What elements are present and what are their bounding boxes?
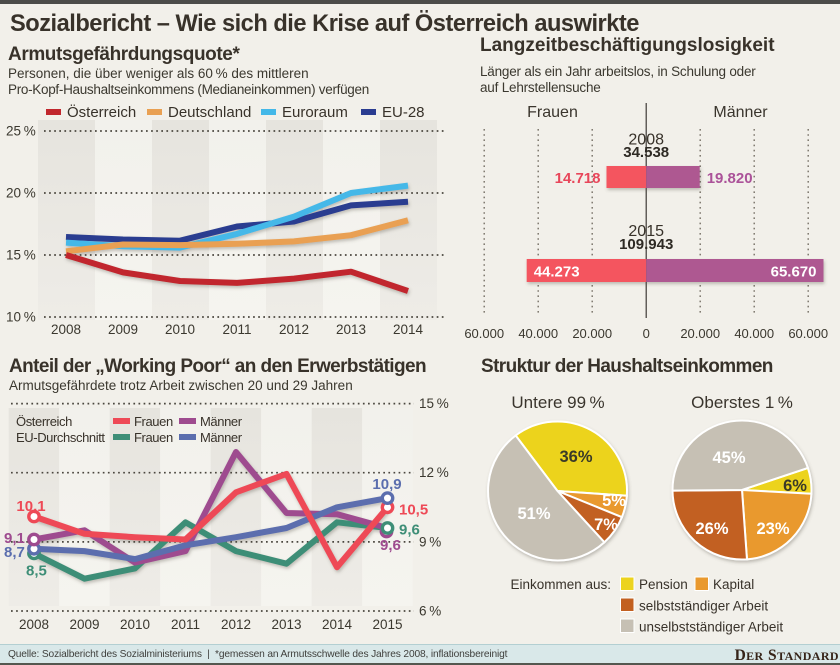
svg-text:2012: 2012 — [221, 617, 251, 632]
svg-text:51%: 51% — [517, 505, 550, 523]
svg-text:40.000: 40.000 — [518, 326, 558, 341]
svg-text:20 %: 20 % — [6, 186, 36, 201]
svg-text:10,5: 10,5 — [399, 502, 428, 519]
svg-text:60.000: 60.000 — [464, 326, 504, 341]
svg-text:14.718: 14.718 — [555, 170, 601, 187]
svg-text:2014: 2014 — [322, 617, 353, 632]
svg-text:9,1: 9,1 — [4, 530, 25, 547]
svg-text:2010: 2010 — [120, 617, 150, 632]
svg-text:9,6: 9,6 — [380, 537, 401, 554]
svg-text:12 %: 12 % — [419, 465, 449, 480]
svg-text:2010: 2010 — [165, 322, 195, 337]
svg-text:2013: 2013 — [336, 322, 366, 337]
svg-text:40.000: 40.000 — [734, 326, 774, 341]
svg-text:2015: 2015 — [628, 223, 664, 240]
svg-text:2008: 2008 — [19, 617, 49, 632]
svg-text:2009: 2009 — [108, 322, 138, 337]
svg-text:19.820: 19.820 — [707, 170, 753, 187]
svg-text:9 %: 9 % — [419, 534, 441, 549]
svg-text:10,9: 10,9 — [372, 476, 401, 493]
svg-text:9,6: 9,6 — [399, 522, 420, 539]
svg-text:10,1: 10,1 — [16, 498, 45, 515]
svg-text:6%: 6% — [783, 477, 807, 495]
svg-text:Pension: Pension — [639, 577, 688, 592]
svg-text:2008: 2008 — [51, 322, 81, 337]
svg-text:109.943: 109.943 — [619, 236, 673, 253]
svg-text:44.273: 44.273 — [534, 264, 580, 281]
svg-text:0: 0 — [643, 326, 650, 341]
svg-text:2013: 2013 — [271, 617, 301, 632]
svg-text:25 %: 25 % — [6, 124, 36, 139]
svg-text:selbstständiger Arbeit: selbstständiger Arbeit — [639, 599, 768, 614]
svg-text:20.000: 20.000 — [680, 326, 720, 341]
svg-text:60.000: 60.000 — [788, 326, 828, 341]
svg-text:15 %: 15 % — [419, 396, 449, 411]
svg-text:2011: 2011 — [222, 322, 251, 337]
svg-text:8,7: 8,7 — [4, 544, 25, 561]
svg-text:2008: 2008 — [628, 132, 664, 149]
svg-text:45%: 45% — [712, 449, 745, 467]
svg-text:2009: 2009 — [69, 617, 99, 632]
svg-text:26%: 26% — [695, 520, 728, 538]
svg-text:2014: 2014 — [393, 322, 424, 337]
svg-text:65.670: 65.670 — [771, 264, 817, 281]
svg-text:5%: 5% — [602, 492, 626, 510]
svg-text:8,5: 8,5 — [26, 563, 47, 580]
svg-text:15 %: 15 % — [6, 248, 36, 263]
svg-text:unselbstständiger Arbeit: unselbstständiger Arbeit — [639, 620, 783, 635]
svg-text:20.000: 20.000 — [572, 326, 612, 341]
svg-text:Einkommen aus:: Einkommen aus: — [510, 577, 611, 592]
svg-text:2011: 2011 — [171, 617, 200, 632]
svg-text:23%: 23% — [756, 520, 789, 538]
svg-text:10 %: 10 % — [6, 310, 36, 325]
svg-text:Kapital: Kapital — [713, 577, 754, 592]
svg-text:36%: 36% — [559, 448, 592, 466]
svg-text:6 %: 6 % — [419, 604, 441, 619]
svg-text:34.538: 34.538 — [623, 144, 669, 161]
svg-text:2012: 2012 — [279, 322, 309, 337]
svg-text:7%: 7% — [594, 516, 618, 534]
svg-text:2015: 2015 — [372, 617, 402, 632]
